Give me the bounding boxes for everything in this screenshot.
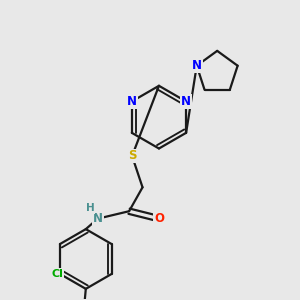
Text: N: N bbox=[181, 95, 191, 108]
Text: H: H bbox=[86, 203, 95, 213]
Text: Cl: Cl bbox=[51, 269, 63, 279]
Text: N: N bbox=[192, 59, 202, 72]
Text: S: S bbox=[128, 149, 136, 163]
Text: O: O bbox=[154, 212, 164, 225]
Text: N: N bbox=[93, 212, 103, 225]
Text: N: N bbox=[127, 95, 137, 108]
